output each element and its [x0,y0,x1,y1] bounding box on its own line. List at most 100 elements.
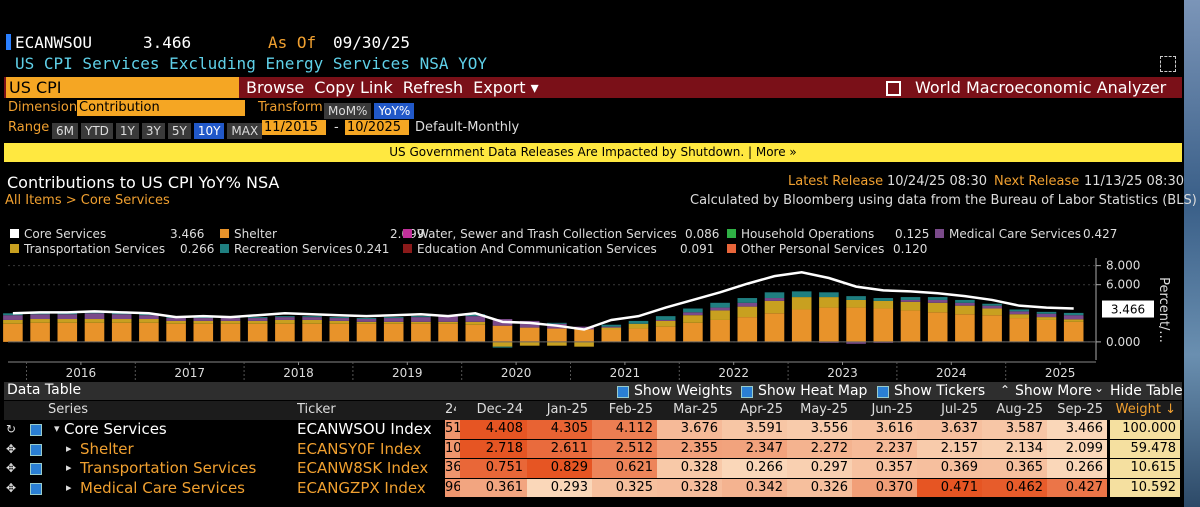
table-cell[interactable]: ECANSY0F Index [297,439,441,458]
option-label[interactable]: Show Weights [634,383,733,399]
table-cell: 3.466 [1047,420,1107,439]
hide-table[interactable]: Hide Table [1110,383,1183,399]
option-checkbox[interactable] [877,386,889,398]
bar-segment [819,297,839,308]
row-checkbox[interactable] [30,463,42,475]
bar-segment [166,323,186,342]
bar-segment [1036,313,1057,318]
legend-label: Medical Care Services [949,227,1081,241]
range-start[interactable]: 11/2015 [262,120,326,135]
legend-value: 3.466 [170,227,205,241]
range-button[interactable]: 6M [52,123,78,139]
column-header[interactable]: Aug-25 [996,402,1043,417]
row-checkbox[interactable] [30,482,42,495]
x-tick-label: 2016 [66,366,97,380]
row-checkbox[interactable] [30,424,42,436]
legend-value: 0.091 [680,242,715,256]
table-cell: 3.587 [982,420,1047,439]
transform-label: Transform [258,100,323,115]
data-table: Data Table Show Weights Show Heat Map Show … [0,381,1184,507]
column-header[interactable]: Feb-25 [608,402,653,417]
table-cell[interactable]: ECANW8SK Index [297,459,441,478]
column-header[interactable]: Jun-25 [871,402,913,417]
range-label: Range [8,120,50,135]
bar-segment [955,314,975,342]
search-input[interactable]: US CPI [6,77,239,98]
breadcrumb[interactable]: All Items > Core Services [5,193,170,208]
bar-segment [3,315,23,320]
range-button[interactable]: 10Y [193,123,225,139]
row-checkbox[interactable] [30,443,42,456]
app-name[interactable]: World Macroeconomic Analyzer [915,78,1167,97]
panel-title: Contributions to US CPI YoY% NSA [7,173,280,192]
row-toggle: ▸ [66,480,72,494]
table-cell[interactable]: ECANWSOU Index [297,420,441,439]
table-cell: 3.616 [852,420,917,439]
bar-segment [356,319,377,322]
column-header[interactable]: Mar-25 [673,402,718,417]
legend-value: 0.086 [685,227,720,241]
table-cell: 0.297 [787,459,852,478]
bar-segment [547,322,567,324]
transform-button[interactable]: MoM% [324,103,372,119]
toolbar-button[interactable]: Browse [246,78,305,97]
legend-label: Other Personal Services [741,242,885,256]
dimension-select[interactable]: Contribution [77,100,245,116]
bar-segment [601,326,622,328]
column-header[interactable]: Sep-25 [1057,402,1103,417]
column-header[interactable]: Weight ↓ [1115,402,1176,417]
bar-segment [764,313,785,342]
table-cell[interactable]: Shelter [80,439,291,458]
bar-segment [1009,318,1030,342]
legend-swatch [935,229,944,238]
bar-segment [220,318,241,321]
bar-segment [927,297,948,300]
y-tick-label: 0.000 [1106,335,1140,349]
legend-swatch [727,229,736,238]
bar-segment [900,310,921,342]
option-label[interactable]: Show Heat Map [758,383,868,399]
table-cell[interactable]: Core Services [64,420,291,439]
bar-segment [982,303,1002,306]
as-of-date: 09/30/25 [333,33,411,52]
range-button[interactable]: YTD [81,123,113,139]
option-label[interactable]: Show Tickers [894,383,986,399]
table-cell: 0.751 [460,459,527,478]
toolbar-button[interactable]: Copy Link [314,78,393,97]
bar-segment [3,313,23,316]
table-cell: 2.355 [657,439,722,458]
column-header[interactable]: Dec-24 [476,402,523,417]
range-end[interactable]: 10/2025 [345,120,409,135]
range-button[interactable]: 3Y [141,123,165,139]
table-cell: 3.556 [787,420,852,439]
column-header[interactable]: 24 [445,402,456,417]
toolbar-button[interactable]: Refresh [402,78,464,97]
table-cell: 0.365 [982,459,1047,478]
table-cell: 0.266 [1047,459,1107,478]
banner[interactable]: US Government Data Releases Are Impacted… [4,143,1182,162]
table-cell[interactable]: ECANGZPX Index [297,478,441,497]
column-header[interactable]: Jul-25 [941,402,978,417]
popout-icon[interactable] [1160,56,1176,72]
table-cell[interactable]: Medical Care Services [80,478,291,497]
show-more[interactable]: Show More [1015,383,1092,399]
range-button[interactable]: 1Y [115,123,139,139]
table-cell: 0.328 [657,478,722,497]
table-cell: 100.000 [1110,420,1180,439]
toolbar-button[interactable]: Export ▾ [473,78,539,97]
column-header[interactable]: Jan-25 [546,402,588,417]
column-header[interactable]: May-25 [800,402,848,417]
option-checkbox[interactable] [741,386,753,398]
bar-segment [111,314,132,320]
column-header[interactable]: Apr-25 [740,402,783,417]
option-checkbox[interactable] [617,386,629,398]
table-cell[interactable]: Transportation Services [80,459,291,478]
range-button[interactable]: MAX [227,123,263,139]
bar-segment [574,329,594,342]
range-button[interactable]: 5Y [167,123,191,139]
column-header[interactable]: Series [48,402,88,417]
column-header[interactable]: Ticker [297,402,336,417]
bar-segment [139,319,159,323]
transform-button[interactable]: YoY% [374,103,415,119]
